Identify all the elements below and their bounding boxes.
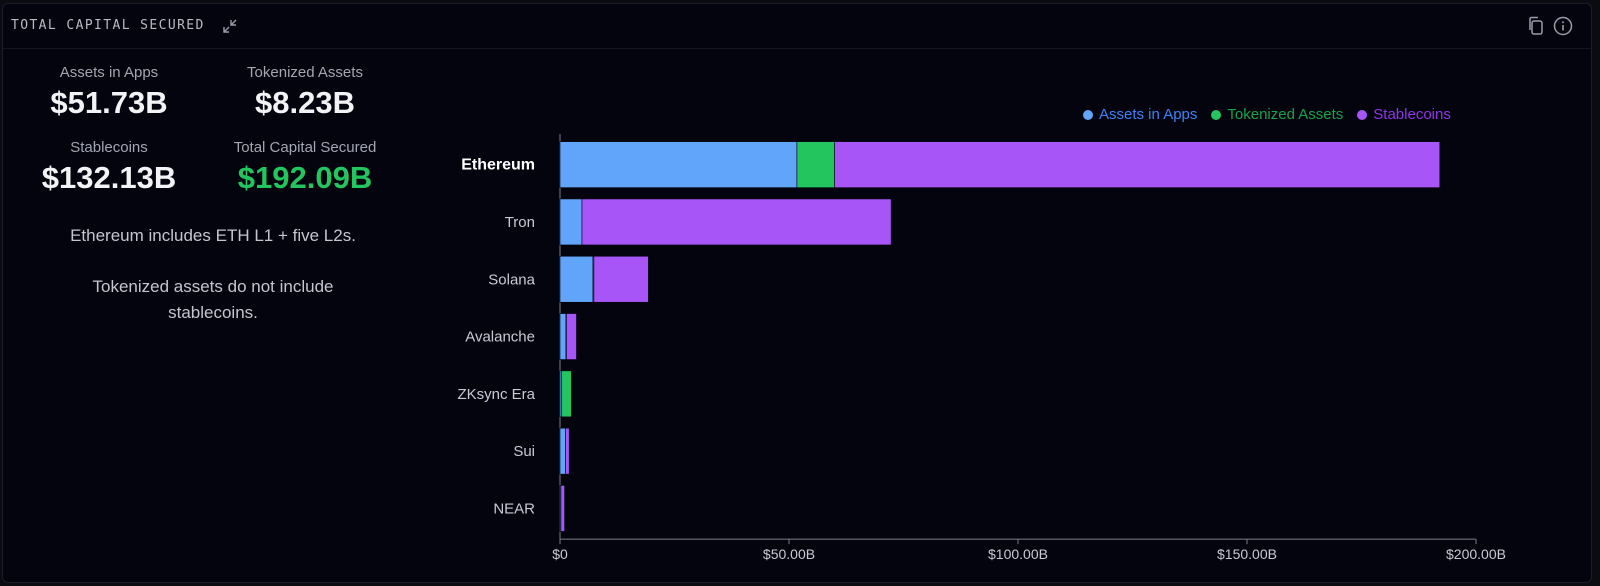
stat-assets-in-apps: Assets in Apps $51.73B [14,64,204,121]
stat-label: Total Capital Secured [233,139,377,156]
bar-segment-solana-assets-in-apps[interactable] [559,255,594,303]
stat-value: $192.09B [237,160,373,195]
stat-label: Tokenized Assets [247,64,363,81]
x-tick-label: $200.00B [1446,546,1506,562]
legend-label: Stablecoins [1373,106,1451,123]
legend-dot [1211,109,1222,120]
bar-segment-tron-stablecoins[interactable] [581,198,892,246]
x-tick-label: $50.00B [763,546,815,562]
bar-segment-ethereum-tokenized-assets[interactable] [796,141,835,188]
category-label: Tron [505,214,535,231]
x-tick-label: $0 [552,546,568,562]
legend-item-stablecoins[interactable]: Stablecoins [1357,106,1451,123]
chart-legend: Assets in Apps Tokenized Assets Stableco… [1083,106,1451,123]
info-icon[interactable] [1553,16,1573,36]
legend-item-assets-in-apps[interactable]: Assets in Apps [1083,106,1197,123]
bar-segment-avalanche-assets-in-apps[interactable] [559,313,567,360]
bar-segment-zksync-era-stablecoins[interactable] [571,370,573,418]
panel-header: TOTAL CAPITAL SECURED [3,4,1591,49]
bar-segment-ethereum-assets-in-apps[interactable] [559,141,798,188]
category-label: Avalanche [465,329,535,346]
bar-segment-tron-assets-in-apps[interactable] [559,198,583,246]
copy-icon[interactable] [1527,16,1545,36]
legend-dot [1083,109,1093,120]
stat-value: $51.73B [50,85,168,120]
stat-stablecoins: Stablecoins $132.13B [14,139,204,196]
panel-title: TOTAL CAPITAL SECURED [11,18,205,33]
stat-label: Stablecoins [70,139,148,156]
bar-segment-solana-stablecoins[interactable] [593,255,649,303]
collapse-arrows-icon[interactable] [221,17,239,35]
category-label: Solana [488,271,535,288]
bar-segment-near-stablecoins[interactable] [560,485,565,532]
bar-segment-ethereum-stablecoins[interactable] [834,141,1441,188]
stat-value: $8.23B [255,85,355,120]
category-label: Ethereum [461,157,535,174]
stat-label: Assets in Apps [59,64,159,81]
legend-item-tokenized-assets[interactable]: Tokenized Assets [1211,106,1343,123]
stacked-bar-chart: Ethereum Tron Solana Avalanche ZKsync Era Sui… [457,134,1506,562]
category-label: Sui [513,443,535,460]
total-capital-panel: TOTAL CAPITAL SECURED Assets in Apps $51… [2,3,1592,583]
x-tick-label: $150.00B [1217,546,1277,562]
stat-value: $132.13B [41,160,177,195]
category-label: NEAR [493,500,535,517]
legend-label: Tokenized Assets [1227,106,1344,123]
note-ethereum: Ethereum includes ETH L1 + five L2s. [70,226,356,245]
stat-total-capital-secured: Total Capital Secured $192.09B [210,139,400,196]
bar-segment-sui-assets-in-apps[interactable] [559,427,566,475]
legend-dot [1357,109,1368,120]
bar-segment-avalanche-stablecoins[interactable] [566,313,577,360]
note-tokenized: Tokenized assets do not include stableco… [92,277,334,322]
stat-tokenized-assets: Tokenized Assets $8.23B [210,64,400,121]
bar-segment-zksync-era-tokenized-assets[interactable] [561,370,572,418]
category-label: ZKsync Era [457,386,535,403]
bar-segment-sui-stablecoins[interactable] [565,427,570,475]
x-tick-label: $100.00B [988,546,1048,562]
legend-label: Assets in Apps [1099,106,1198,123]
